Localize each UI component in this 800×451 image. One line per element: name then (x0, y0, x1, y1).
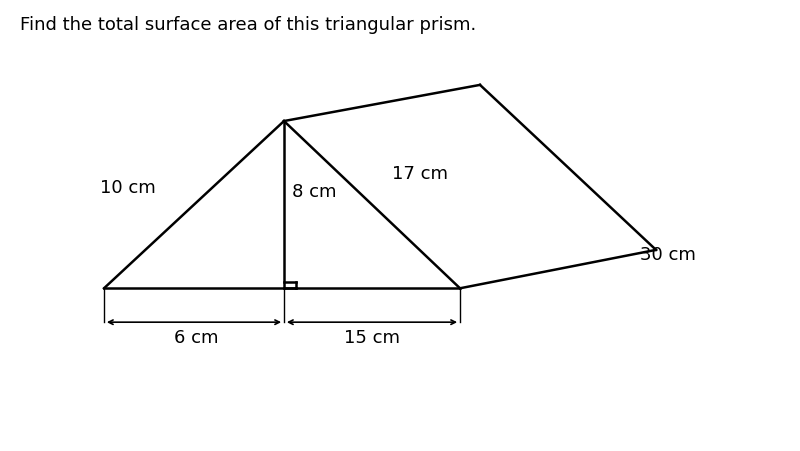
Text: Find the total surface area of this triangular prism.: Find the total surface area of this tria… (20, 16, 476, 34)
Text: 10 cm: 10 cm (100, 178, 156, 196)
Text: 30 cm: 30 cm (640, 246, 696, 264)
Text: 17 cm: 17 cm (392, 165, 448, 183)
Text: 6 cm: 6 cm (174, 328, 218, 346)
Text: 8 cm: 8 cm (292, 183, 337, 201)
Text: 15 cm: 15 cm (344, 328, 400, 346)
